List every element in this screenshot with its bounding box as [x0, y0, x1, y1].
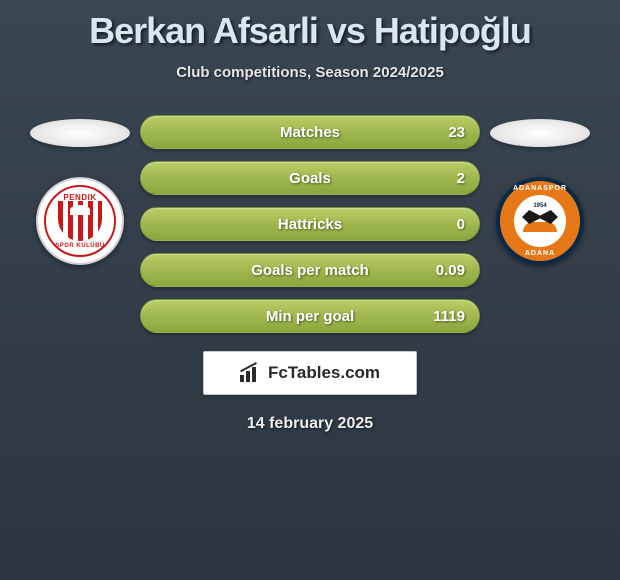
chart-bars-icon — [240, 364, 262, 382]
stat-label: Matches — [280, 124, 340, 141]
stat-right-value: 1119 — [433, 308, 465, 325]
stat-bar-matches: Matches 23 — [140, 115, 480, 149]
stat-right-value: 0 — [457, 216, 465, 233]
footer-date: 14 february 2025 — [247, 415, 373, 433]
stat-label: Hattricks — [278, 216, 342, 233]
badge-left-stripes — [58, 201, 102, 241]
team-badge-left: PENDIK SPOR KULÜBÜ — [36, 177, 124, 265]
right-side: ADANASPOR 1954 ADANA — [480, 111, 600, 265]
player-right-oval — [490, 119, 590, 147]
page-title: Berkan Afsarli vs Hatipoğlu — [89, 10, 531, 52]
stat-bar-goals-per-match: Goals per match 0.09 — [140, 253, 480, 287]
stat-bar-min-per-goal: Min per goal 1119 — [140, 299, 480, 333]
stat-label: Goals per match — [251, 262, 369, 279]
main-row: PENDIK SPOR KULÜBÜ Matches 23 Goals 2 — [0, 111, 620, 333]
stat-right-value: 0.09 — [436, 262, 465, 279]
stat-label: Min per goal — [266, 308, 354, 325]
stat-label: Goals — [289, 170, 331, 187]
stat-right-value: 23 — [448, 124, 465, 141]
badge-left-inner: PENDIK SPOR KULÜBÜ — [44, 185, 116, 257]
stat-bar-goals: Goals 2 — [140, 161, 480, 195]
badge-right-center: 1954 — [514, 195, 566, 247]
player-left-oval — [30, 119, 130, 147]
badge-right-year: 1954 — [533, 203, 546, 209]
brand-text: FcTables.com — [268, 363, 380, 383]
infographic-container: Berkan Afsarli vs Hatipoğlu Club competi… — [0, 0, 620, 433]
page-subtitle: Club competitions, Season 2024/2025 — [176, 64, 444, 81]
badge-right-sun-icon — [523, 222, 557, 232]
badge-left-bottom-text: SPOR KULÜBÜ — [55, 243, 105, 249]
brand-box[interactable]: FcTables.com — [203, 351, 417, 395]
stat-bar-hattricks: Hattricks 0 — [140, 207, 480, 241]
badge-left-bird-icon — [70, 205, 90, 215]
badge-right-bottom-text: ADANA — [525, 250, 555, 257]
left-side: PENDIK SPOR KULÜBÜ — [20, 111, 140, 265]
stat-right-value: 2 — [457, 170, 465, 187]
team-badge-right: ADANASPOR 1954 ADANA — [496, 177, 584, 265]
stats-column: Matches 23 Goals 2 Hattricks 0 Goals per… — [140, 111, 480, 333]
badge-right-top-text: ADANASPOR — [513, 185, 567, 192]
